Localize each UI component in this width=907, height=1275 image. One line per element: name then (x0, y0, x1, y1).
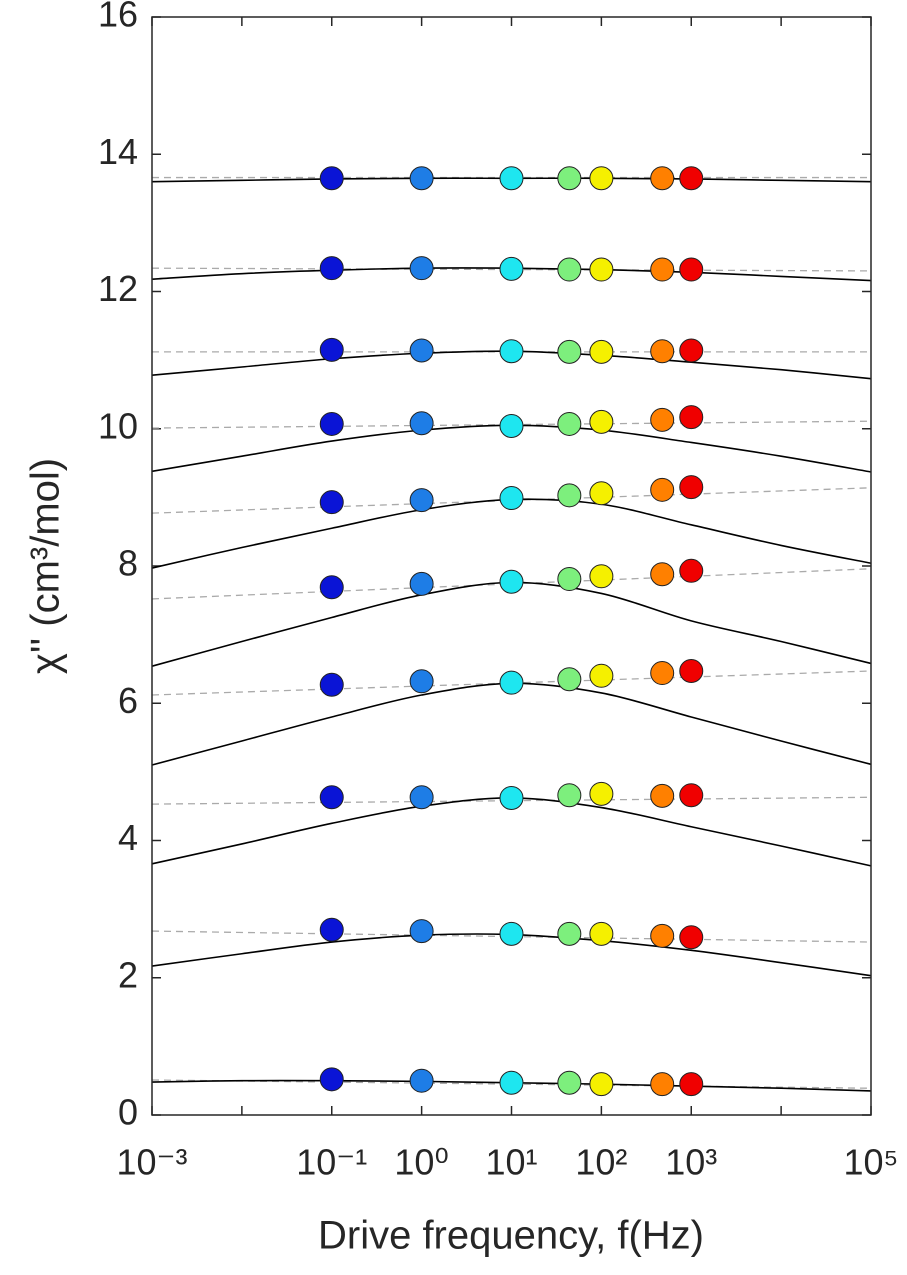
data-point (557, 483, 582, 508)
data-point (589, 781, 614, 806)
data-point (557, 411, 582, 436)
data-point (319, 1067, 344, 1092)
y-tick-label: 10 (98, 405, 138, 446)
data-point (409, 785, 434, 810)
data-point (650, 477, 675, 502)
data-point (499, 670, 524, 695)
data-point (650, 1072, 675, 1097)
data-point (679, 558, 704, 583)
data-point (650, 257, 675, 282)
x-tick-label: 10² (575, 1142, 627, 1183)
data-point (650, 783, 675, 808)
data-point (499, 486, 524, 511)
x-tick-label: 10⁻¹ (296, 1142, 367, 1183)
data-point (319, 411, 344, 436)
data-point (499, 1070, 524, 1095)
data-point (557, 783, 582, 808)
data-point (499, 921, 524, 946)
y-tick-label: 8 (118, 543, 138, 584)
data-point (589, 663, 614, 688)
x-tick-label: 10⁵ (844, 1142, 899, 1183)
data-point (679, 1072, 704, 1097)
plot-frame (151, 16, 872, 1116)
data-point (650, 339, 675, 364)
y-tick-label: 0 (118, 1092, 138, 1133)
data-point (679, 475, 704, 500)
data-point (319, 256, 344, 281)
data-point (679, 658, 704, 683)
data-point (679, 257, 704, 282)
x-tick-label: 10¹ (485, 1142, 537, 1183)
data-point (409, 488, 434, 513)
data-point (319, 337, 344, 362)
data-point (679, 925, 704, 950)
data-point (319, 785, 344, 810)
data-point (409, 1068, 434, 1093)
y-tick-label: 6 (118, 680, 138, 721)
data-point (589, 409, 614, 434)
data-point (650, 923, 675, 948)
y-tick-label: 12 (98, 268, 138, 309)
data-point (409, 669, 434, 694)
data-point (319, 917, 344, 942)
data-point (589, 481, 614, 506)
data-point (650, 166, 675, 191)
y-axis-title: χ'' (cm³/mol) (24, 458, 68, 674)
data-point (499, 569, 524, 594)
data-point (499, 785, 524, 810)
data-point (499, 339, 524, 364)
data-point (409, 919, 434, 944)
data-point (650, 661, 675, 686)
data-point (499, 256, 524, 281)
data-point (319, 575, 344, 600)
data-point (679, 338, 704, 363)
data-point (409, 571, 434, 596)
data-point (650, 407, 675, 432)
y-tick-label: 16 (98, 0, 138, 35)
data-point (650, 562, 675, 587)
x-tick-label: 10³ (665, 1142, 717, 1183)
data-point (557, 257, 582, 282)
data-point (499, 166, 524, 191)
fit-curve (151, 682, 872, 766)
data-point (589, 564, 614, 589)
data-point (409, 256, 434, 281)
data-point (319, 166, 344, 191)
data-point (589, 921, 614, 946)
data-point (557, 1070, 582, 1095)
data-point (319, 672, 344, 697)
data-point (409, 411, 434, 436)
data-point (589, 166, 614, 191)
x-axis-title: Drive frequency, f(Hz) (318, 1214, 704, 1258)
data-point (679, 405, 704, 430)
data-point (409, 338, 434, 363)
data-point (679, 166, 704, 191)
data-point (557, 567, 582, 592)
data-point (589, 1072, 614, 1097)
y-tick-label: 14 (98, 131, 138, 172)
data-point (319, 490, 344, 515)
data-point (557, 921, 582, 946)
x-tick-label: 10⁰ (394, 1142, 448, 1183)
data-point (589, 339, 614, 364)
y-tick-label: 2 (118, 954, 138, 995)
data-point (499, 414, 524, 439)
y-tick-label: 4 (118, 817, 138, 858)
x-tick-label: 10⁻³ (116, 1142, 187, 1183)
fit-curve (151, 581, 872, 667)
data-point (557, 339, 582, 364)
data-point (589, 257, 614, 282)
data-point (679, 783, 704, 808)
data-point (557, 166, 582, 191)
data-point (557, 667, 582, 692)
data-point (409, 166, 434, 191)
